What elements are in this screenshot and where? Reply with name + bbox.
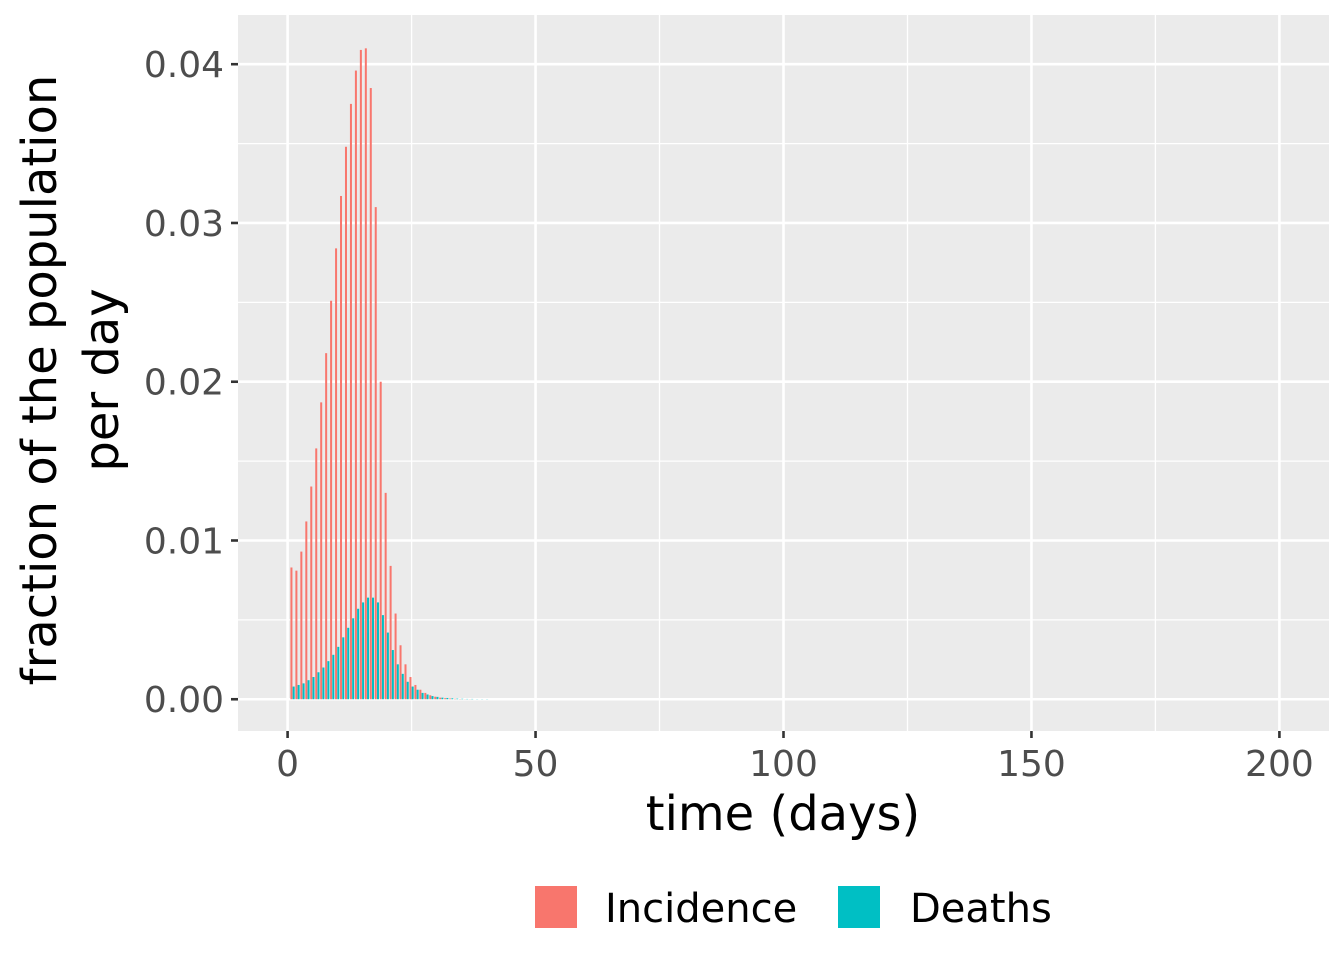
bar-deaths bbox=[327, 661, 330, 700]
y-tick-label: 0.04 bbox=[144, 45, 224, 86]
y-axis-title-line-1: fraction of the population bbox=[12, 75, 68, 686]
grid-major bbox=[238, 15, 1329, 731]
y-tick-label: 0.01 bbox=[144, 521, 224, 562]
bar-incidence bbox=[444, 698, 447, 700]
bar-incidence bbox=[300, 551, 303, 700]
bar-deaths bbox=[342, 637, 345, 700]
x-tick-label: 0 bbox=[276, 744, 299, 785]
y-tick-label: 0.00 bbox=[144, 680, 224, 721]
bar-deaths bbox=[456, 698, 459, 700]
bar-incidence bbox=[384, 492, 387, 700]
bar-incidence bbox=[404, 664, 407, 700]
bar-incidence bbox=[439, 697, 442, 700]
bar-deaths bbox=[391, 650, 394, 700]
bar-deaths bbox=[372, 597, 375, 700]
x-tick-label: 200 bbox=[1245, 744, 1314, 785]
bar-deaths bbox=[367, 597, 370, 700]
bar-deaths bbox=[347, 627, 350, 700]
bar-incidence bbox=[359, 49, 362, 700]
y-axis-ticks: 0.00 0.01 0.02 0.03 0.04 bbox=[144, 45, 238, 721]
bar-incidence bbox=[330, 300, 333, 700]
bar-incidence bbox=[310, 486, 313, 700]
bar-deaths bbox=[362, 602, 365, 700]
bar-deaths bbox=[352, 618, 355, 700]
bar-deaths bbox=[431, 696, 434, 700]
bar-incidence bbox=[354, 70, 357, 700]
bar-incidence bbox=[369, 88, 372, 700]
bar-incidence bbox=[379, 381, 382, 700]
bar-incidence bbox=[335, 248, 338, 700]
bar-incidence bbox=[394, 613, 397, 700]
legend: Incidence Deaths bbox=[535, 886, 1052, 932]
legend-swatch-incidence bbox=[535, 886, 577, 928]
y-axis-title-line-2: per day bbox=[74, 288, 130, 471]
bar-incidence bbox=[409, 677, 412, 700]
bar-deaths bbox=[406, 681, 409, 700]
bar-incidence bbox=[340, 195, 343, 700]
bar-deaths bbox=[376, 602, 379, 700]
x-tick-label: 100 bbox=[749, 744, 818, 785]
bar-incidence bbox=[399, 645, 402, 700]
bar-incidence bbox=[325, 353, 328, 700]
x-tick-label: 50 bbox=[513, 744, 559, 785]
bar-incidence bbox=[434, 696, 437, 700]
bar-incidence bbox=[295, 570, 298, 700]
bar-deaths bbox=[386, 632, 389, 700]
bar-deaths bbox=[381, 615, 384, 700]
bar-deaths bbox=[436, 696, 439, 700]
bar-deaths bbox=[297, 684, 300, 700]
bar-deaths bbox=[292, 686, 295, 700]
bars bbox=[290, 48, 489, 700]
bar-incidence bbox=[419, 689, 422, 700]
bar-incidence bbox=[364, 48, 367, 700]
bar-incidence bbox=[389, 565, 392, 700]
bar-deaths bbox=[317, 672, 320, 700]
bar-incidence bbox=[449, 698, 452, 700]
x-tick-label: 150 bbox=[997, 744, 1066, 785]
bar-deaths bbox=[307, 680, 310, 700]
legend-label-incidence: Incidence bbox=[605, 886, 797, 932]
bar-deaths bbox=[322, 667, 325, 700]
bar-deaths bbox=[451, 698, 454, 700]
bar-deaths bbox=[416, 689, 419, 700]
legend-label-deaths: Deaths bbox=[910, 886, 1052, 932]
bar-deaths bbox=[421, 692, 424, 700]
bar-deaths bbox=[332, 654, 335, 700]
bar-deaths bbox=[411, 686, 414, 700]
y-tick-label: 0.03 bbox=[144, 204, 224, 245]
bar-deaths bbox=[357, 608, 360, 700]
x-axis-ticks: 0 50 100 150 200 bbox=[276, 731, 1314, 785]
x-axis-title: time (days) bbox=[646, 786, 920, 842]
bar-incidence bbox=[290, 567, 293, 700]
legend-swatch-deaths bbox=[838, 886, 880, 928]
bar-incidence bbox=[315, 448, 318, 700]
bar-incidence bbox=[349, 103, 352, 700]
bar-incidence bbox=[374, 207, 377, 700]
bar-incidence bbox=[305, 521, 308, 700]
bar-incidence bbox=[424, 692, 427, 700]
bar-incidence bbox=[414, 684, 417, 700]
bar-incidence bbox=[344, 146, 347, 700]
bar-incidence bbox=[429, 695, 432, 700]
bar-incidence bbox=[320, 402, 323, 700]
bar-deaths bbox=[337, 646, 340, 700]
bar-deaths bbox=[441, 697, 444, 700]
bar-deaths bbox=[312, 677, 315, 700]
bar-deaths bbox=[426, 694, 429, 700]
bar-deaths bbox=[401, 673, 404, 700]
bar-deaths bbox=[302, 683, 305, 700]
y-axis-title: fraction of the population per day bbox=[12, 75, 130, 686]
bar-deaths bbox=[446, 697, 449, 700]
y-tick-label: 0.02 bbox=[144, 363, 224, 404]
bar-deaths bbox=[396, 664, 399, 700]
